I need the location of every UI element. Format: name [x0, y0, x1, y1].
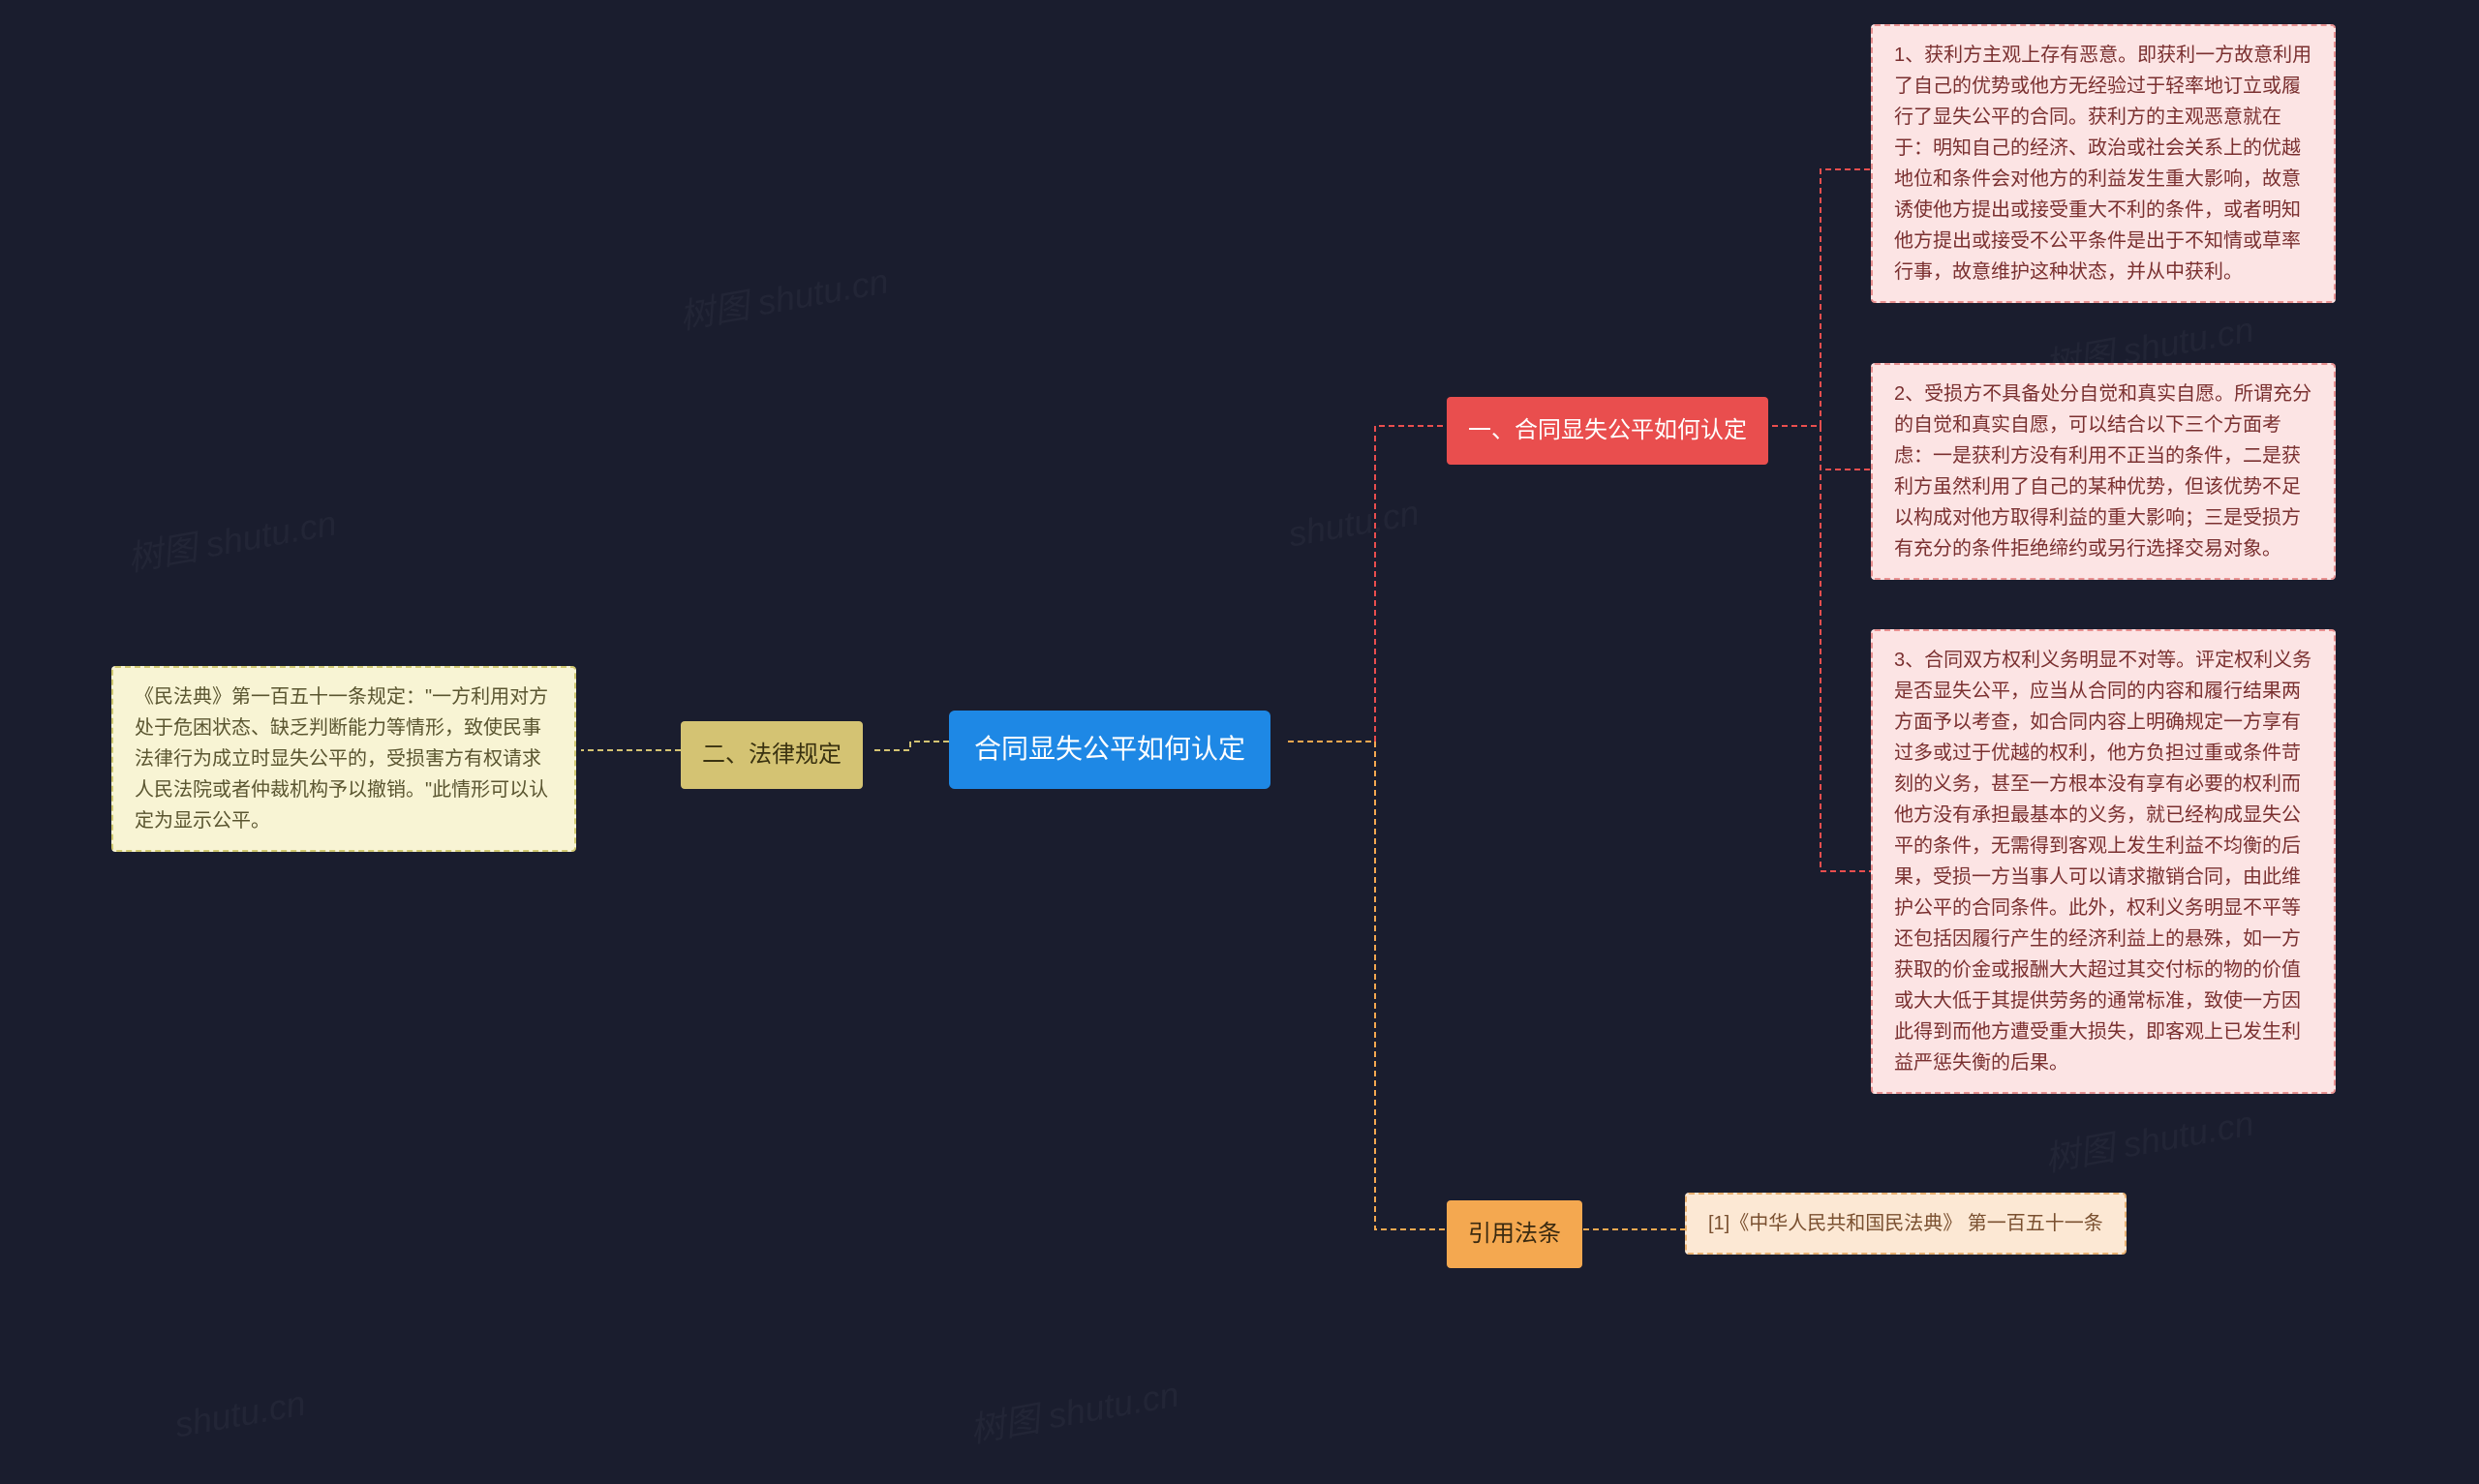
connector-b1-l1 [1772, 169, 1871, 426]
leaf-node-2-1[interactable]: [1]《中华人民共和国民法典》 第一百五十一条 [1685, 1193, 2127, 1255]
watermark: 树图 shutu.cn [965, 1366, 1182, 1452]
leaf-node-1-1[interactable]: 1、获利方主观上存有恶意。即获利一方故意利用了自己的优势或他方无经验过于轻率地订… [1871, 24, 2336, 303]
watermark: 树图 shutu.cn [2040, 1095, 2257, 1181]
connector-b1-l2 [1772, 426, 1871, 469]
branch-node-1[interactable]: 一、合同显失公平如何认定 [1447, 397, 1768, 465]
branch-node-3[interactable]: 二、法律规定 [681, 721, 863, 789]
leaf-node-1-2[interactable]: 2、受损方不具备处分自觉和真实自愿。所谓充分的自觉和真实自愿，可以结合以下三个方… [1871, 363, 2336, 580]
leaf-node-3-1[interactable]: 《民法典》第一百五十一条规定："一方利用对方处于危困状态、缺乏判断能力等情形，致… [111, 666, 576, 852]
connector-b1-l3 [1772, 426, 1871, 871]
watermark: shutu.cn [1285, 493, 1422, 556]
connector-center-b1 [1288, 426, 1447, 742]
connector-center-b3 [873, 742, 949, 750]
leaf-node-1-3[interactable]: 3、合同双方权利义务明显不对等。评定权利义务是否显失公平，应当从合同的内容和履行… [1871, 629, 2336, 1094]
connector-center-b2 [1288, 742, 1447, 1229]
watermark: 树图 shutu.cn [675, 253, 892, 339]
branch-node-2[interactable]: 引用法条 [1447, 1200, 1582, 1268]
watermark: shutu.cn [171, 1383, 308, 1446]
watermark: 树图 shutu.cn [123, 495, 340, 581]
center-node[interactable]: 合同显失公平如何认定 [949, 711, 1270, 789]
